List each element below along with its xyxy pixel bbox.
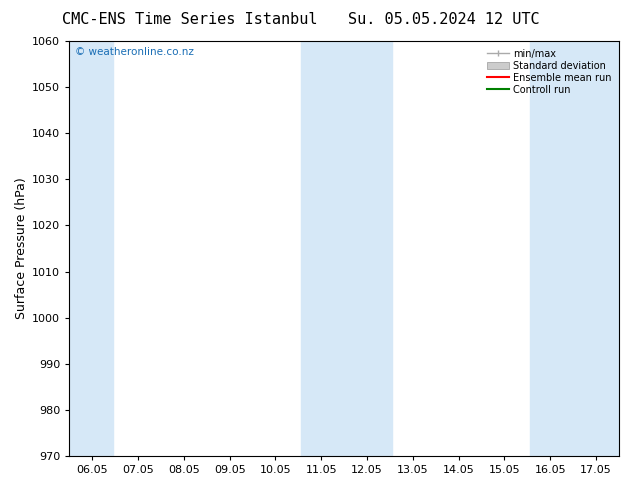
Bar [301, 41, 392, 456]
Bar [69, 41, 113, 456]
Text: Su. 05.05.2024 12 UTC: Su. 05.05.2024 12 UTC [348, 12, 540, 27]
Text: © weatheronline.co.nz: © weatheronline.co.nz [75, 47, 194, 57]
Y-axis label: Surface Pressure (hPa): Surface Pressure (hPa) [15, 178, 28, 319]
Bar [529, 41, 619, 456]
Legend: min/max, Standard deviation, Ensemble mean run, Controll run: min/max, Standard deviation, Ensemble me… [484, 46, 614, 98]
Text: CMC-ENS Time Series Istanbul: CMC-ENS Time Series Istanbul [63, 12, 318, 27]
